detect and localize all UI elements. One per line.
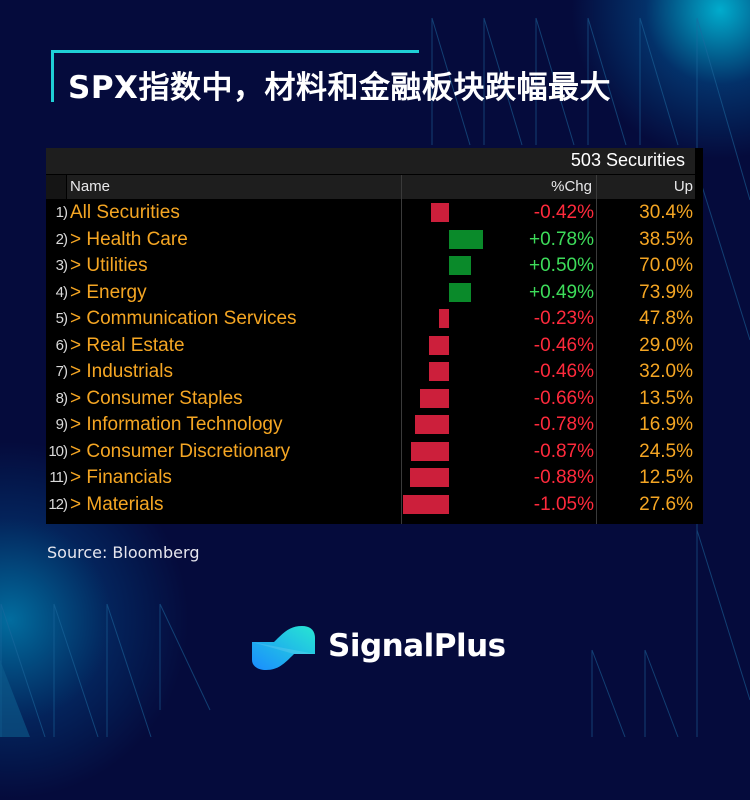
brand-name: SignalPlus — [328, 628, 506, 664]
table-row[interactable]: 11) > Financials -0.88% 12.5% — [46, 465, 703, 492]
negative-change-bar — [439, 309, 449, 328]
sector-name[interactable]: All Securities — [70, 202, 180, 223]
row-index: 1) — [55, 204, 68, 221]
signalplus-logo-icon — [252, 626, 315, 670]
negative-change-bar — [411, 441, 449, 461]
column-divider — [401, 175, 402, 524]
positive-change-bar — [449, 256, 471, 275]
row-index: 10) — [48, 442, 68, 460]
title-accent-bar — [51, 50, 419, 53]
row-index: 11) — [49, 469, 68, 486]
table-row[interactable]: 3) > Utilities +0.50% 70.0% — [46, 253, 703, 280]
pct-change-value: +0.49% — [529, 281, 594, 303]
row-index: 7) — [55, 363, 68, 380]
pct-change-value: +0.78% — [529, 228, 594, 250]
pct-up-value: 29.0% — [639, 334, 693, 356]
table-row[interactable]: 5) > Communication Services -0.23% 47.8% — [46, 306, 703, 333]
pct-up-value: 13.5% — [639, 387, 693, 409]
negative-change-bar — [415, 415, 449, 434]
positive-change-bar — [449, 282, 471, 302]
column-header-chg[interactable]: %Chg — [402, 175, 596, 199]
row-index: 2) — [55, 230, 68, 248]
row-index: 3) — [55, 257, 68, 274]
sector-name[interactable]: > Communication Services — [70, 308, 297, 329]
sector-name[interactable]: > Consumer Discretionary — [70, 440, 291, 462]
sector-name[interactable]: > Energy — [70, 281, 147, 303]
sector-name[interactable]: > Industrials — [70, 361, 173, 382]
negative-change-bar — [410, 468, 449, 487]
source-caption: Source: Bloomberg — [47, 543, 200, 562]
column-header-name[interactable]: Name — [67, 175, 401, 199]
table-row[interactable]: 1) All Securities -0.42% 30.4% — [46, 200, 703, 227]
sector-name[interactable]: > Utilities — [70, 255, 148, 276]
pct-change-value: -0.88% — [533, 467, 594, 488]
table-row[interactable]: 6) > Real Estate -0.46% 29.0% — [46, 333, 703, 360]
table-row[interactable]: 2) > Health Care +0.78% 38.5% — [46, 227, 703, 254]
column-header-up[interactable]: Up — [597, 175, 695, 199]
pct-up-value: 47.8% — [639, 308, 693, 329]
pct-change-value: +0.50% — [529, 255, 594, 276]
table-row[interactable]: 9) > Information Technology -0.78% 16.9% — [46, 412, 703, 439]
negative-change-bar — [429, 362, 449, 381]
negative-change-bar — [420, 388, 449, 408]
table-row[interactable]: 7) > Industrials -0.46% 32.0% — [46, 359, 703, 386]
pct-change-value: -0.78% — [533, 414, 594, 435]
securities-count: 503 Securities — [570, 150, 685, 170]
page-title: SPX指数中，材料和金融板块跌幅最大 — [68, 70, 611, 106]
negative-change-bar — [431, 203, 449, 222]
pct-change-value: -0.23% — [533, 308, 594, 329]
pct-up-value: 38.5% — [639, 228, 693, 250]
pct-change-value: -0.42% — [533, 202, 594, 223]
pct-up-value: 24.5% — [639, 440, 693, 462]
pct-up-value: 30.4% — [639, 202, 693, 223]
table-row[interactable]: 10) > Consumer Discretionary -0.87% 24.5% — [46, 439, 703, 466]
row-index: 6) — [55, 336, 68, 354]
row-index: 4) — [55, 283, 68, 301]
column-divider — [596, 175, 597, 524]
background-glow-top-right — [570, 0, 750, 160]
pct-change-value: -0.87% — [533, 440, 594, 462]
row-index: 9) — [55, 416, 68, 433]
bloomberg-sector-table: 503 Securities Name %Chg Up 1) All Securi… — [46, 148, 703, 524]
sector-name[interactable]: > Financials — [70, 467, 172, 488]
pct-up-value: 70.0% — [639, 255, 693, 276]
column-header-index — [46, 175, 66, 199]
sector-name[interactable]: > Information Technology — [70, 414, 283, 435]
pct-change-value: -1.05% — [533, 493, 594, 515]
sector-name[interactable]: > Materials — [70, 493, 164, 515]
pct-up-value: 16.9% — [639, 414, 693, 435]
table-header-bar: 503 Securities — [46, 148, 695, 174]
title-accent-bar-vertical — [51, 50, 54, 102]
row-index: 5) — [55, 310, 68, 327]
pct-change-value: -0.46% — [533, 361, 594, 382]
pct-change-value: -0.66% — [533, 387, 594, 409]
pct-up-value: 73.9% — [639, 281, 693, 303]
sector-name[interactable]: > Real Estate — [70, 334, 185, 356]
sector-name[interactable]: > Health Care — [70, 228, 188, 250]
row-index: 8) — [55, 389, 68, 407]
table-row[interactable]: 12) > Materials -1.05% 27.6% — [46, 492, 703, 519]
sector-name[interactable]: > Consumer Staples — [70, 387, 243, 409]
table-body: 1) All Securities -0.42% 30.4% 2) > Health Ca… — [46, 200, 703, 518]
negative-change-bar — [429, 335, 449, 355]
pct-up-value: 12.5% — [639, 467, 693, 488]
positive-change-bar — [449, 229, 483, 249]
pct-change-value: -0.46% — [533, 334, 594, 356]
pct-up-value: 32.0% — [639, 361, 693, 382]
table-row[interactable]: 4) > Energy +0.49% 73.9% — [46, 280, 703, 307]
negative-change-bar — [403, 494, 449, 514]
row-index: 12) — [48, 495, 68, 513]
pct-up-value: 27.6% — [639, 493, 693, 515]
table-row[interactable]: 8) > Consumer Staples -0.66% 13.5% — [46, 386, 703, 413]
